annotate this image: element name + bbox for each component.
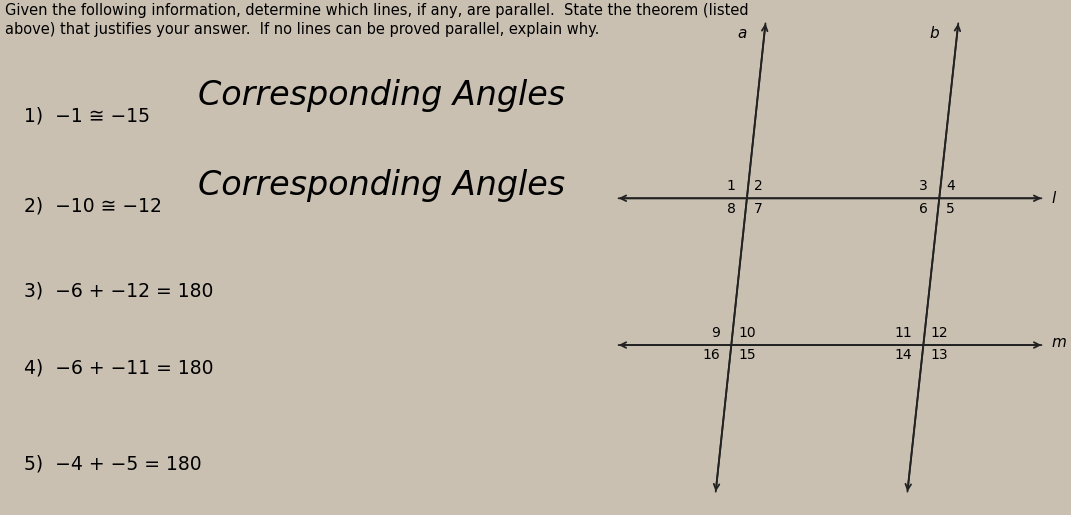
Text: 3: 3	[919, 179, 927, 193]
Text: 11: 11	[894, 325, 912, 340]
Text: above) that justifies your answer.  If no lines can be proved parallel, explain : above) that justifies your answer. If no…	[5, 22, 600, 37]
Text: 2)  −10 ≅ −12: 2) −10 ≅ −12	[24, 197, 162, 215]
Text: 5)  −4 + −5 = 180: 5) −4 + −5 = 180	[24, 454, 201, 473]
Text: 16: 16	[703, 348, 720, 362]
Text: 5: 5	[946, 201, 954, 215]
Text: 7: 7	[754, 201, 763, 215]
Text: 13: 13	[930, 348, 948, 362]
Text: Given the following information, determine which lines, if any, are parallel.  S: Given the following information, determi…	[5, 3, 749, 18]
Text: 14: 14	[894, 348, 912, 362]
Text: Corresponding Angles: Corresponding Angles	[198, 79, 565, 112]
Text: 8: 8	[727, 201, 736, 215]
Text: 1: 1	[727, 179, 736, 193]
Text: 12: 12	[930, 325, 948, 340]
Text: l: l	[1052, 191, 1056, 206]
Text: a: a	[737, 26, 746, 41]
Text: m: m	[1052, 335, 1067, 350]
Text: 3)  −6 + −12 = 180: 3) −6 + −12 = 180	[24, 282, 213, 300]
Text: 6: 6	[919, 201, 927, 215]
Text: 9: 9	[711, 325, 720, 340]
Text: b: b	[930, 26, 939, 41]
Text: 4)  −6 + −11 = 180: 4) −6 + −11 = 180	[24, 359, 213, 377]
Text: 4: 4	[946, 179, 954, 193]
Text: 1)  −1 ≅ −15: 1) −1 ≅ −15	[24, 107, 150, 125]
Text: 15: 15	[738, 348, 756, 362]
Text: Corresponding Angles: Corresponding Angles	[198, 169, 565, 202]
Text: 10: 10	[738, 325, 756, 340]
Text: 2: 2	[754, 179, 763, 193]
